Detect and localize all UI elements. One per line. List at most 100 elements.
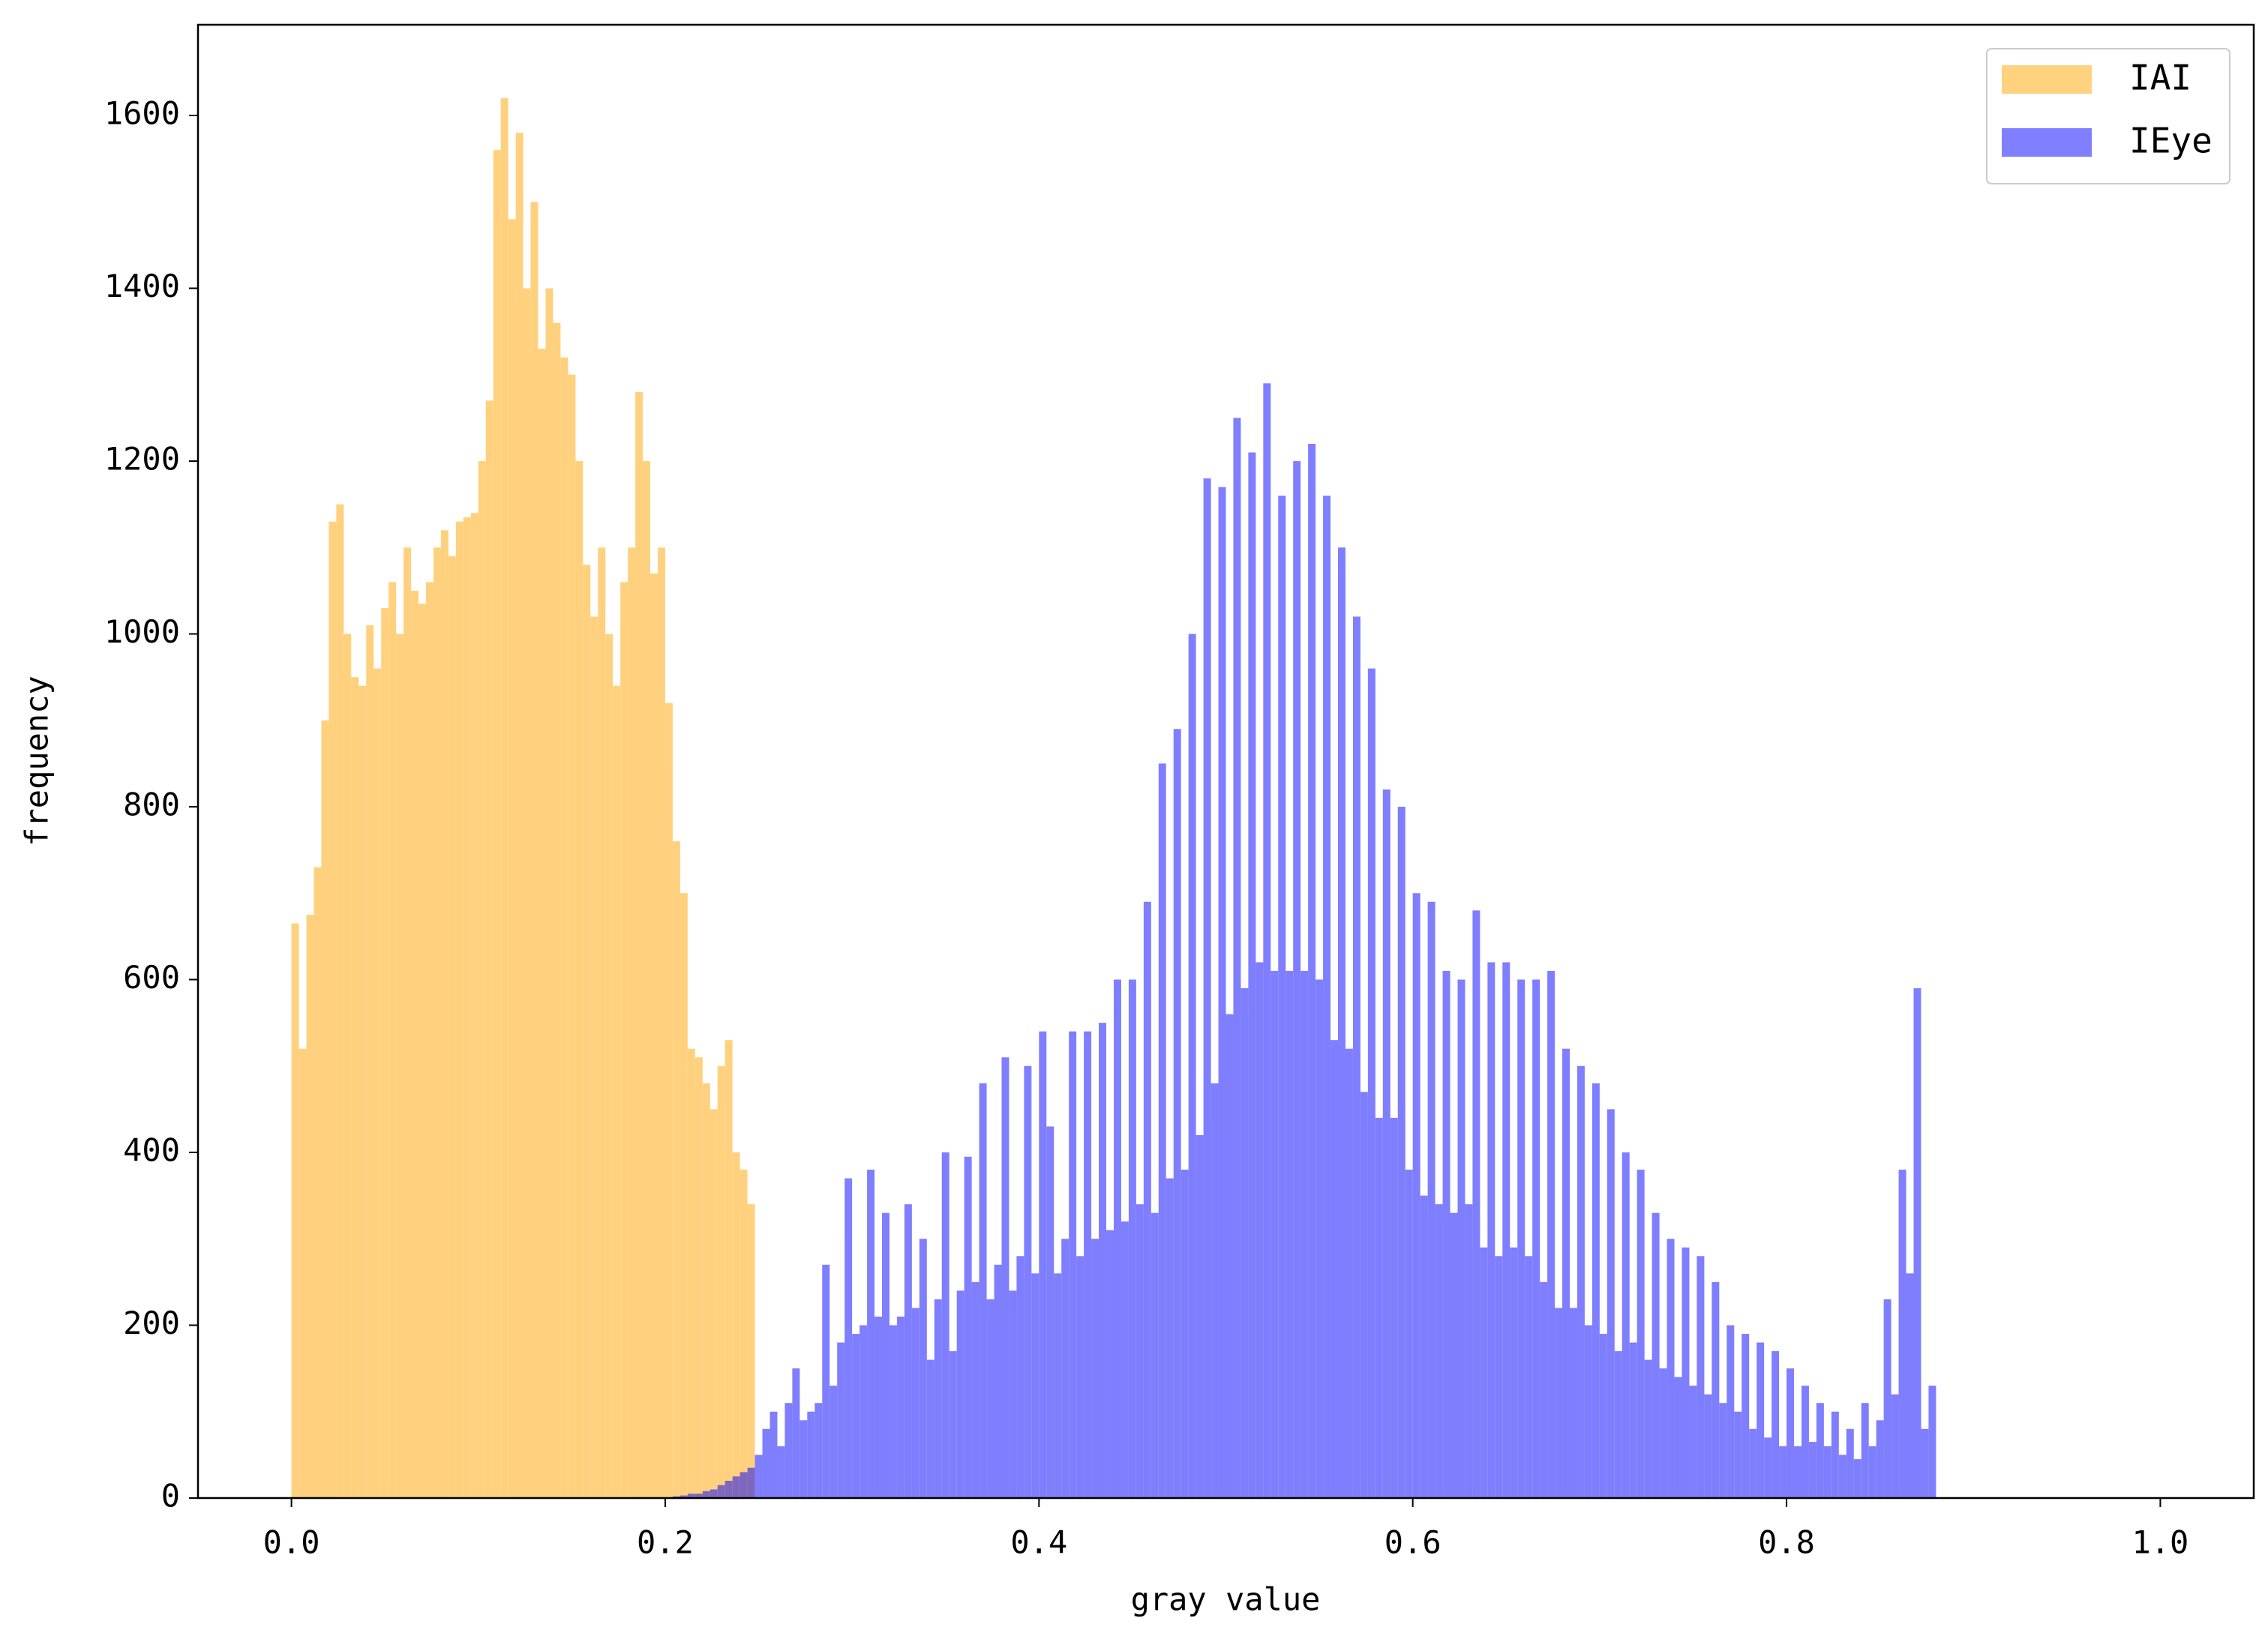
x-axis-label: gray value: [1131, 1581, 1321, 1618]
histogram-bar: [1024, 1065, 1032, 1498]
histogram-bar: [1233, 418, 1241, 1498]
histogram-bar: [1367, 668, 1376, 1498]
histogram-bar: [1891, 1394, 1899, 1498]
histogram-bar: [1786, 1368, 1795, 1498]
histogram-bar: [687, 1048, 695, 1498]
histogram-bar: [440, 530, 448, 1498]
histogram-bar: [1487, 962, 1496, 1498]
histogram-bar: [964, 1156, 972, 1498]
histogram-bar: [1636, 1170, 1645, 1498]
histogram-bar: [926, 1359, 934, 1498]
histogram-bar: [694, 1494, 703, 1498]
histogram-bar: [724, 1480, 733, 1498]
histogram-bar: [1256, 962, 1264, 1498]
histogram-bar: [1838, 1455, 1846, 1498]
y-tick-label: 800: [123, 787, 180, 823]
histogram-bar: [344, 634, 352, 1498]
histogram-bar: [583, 565, 591, 1499]
histogram-bar: [710, 1489, 718, 1498]
histogram-bar: [1465, 1204, 1473, 1498]
histogram-bar: [770, 1411, 778, 1498]
histogram-bar: [732, 1152, 740, 1498]
histogram-bar: [807, 1411, 815, 1498]
x-tick-label: 0.8: [1758, 1524, 1815, 1561]
histogram-bar: [889, 1325, 897, 1498]
histogram-bar: [1316, 979, 1324, 1498]
histogram-bar: [941, 1152, 950, 1498]
histogram-bar: [314, 867, 322, 1498]
histogram-bar: [1420, 1195, 1428, 1498]
histogram-bar: [1001, 1057, 1010, 1498]
histogram-bar: [321, 720, 329, 1498]
histogram-bar: [1330, 1040, 1339, 1498]
histogram-bar: [635, 391, 644, 1499]
histogram-bar: [485, 400, 494, 1499]
histogram-bar: [1547, 970, 1556, 1498]
histogram-bar: [702, 1083, 710, 1498]
histogram-bar: [1345, 1048, 1353, 1498]
histogram-bar: [1883, 1299, 1892, 1498]
histogram-bar: [1569, 1308, 1577, 1498]
y-tick-label: 1600: [104, 95, 180, 132]
histogram-bar: [590, 616, 598, 1498]
histogram-bar: [1726, 1325, 1735, 1498]
histogram-bar: [1861, 1403, 1869, 1498]
histogram-bar: [986, 1299, 994, 1498]
histogram-bar: [979, 1083, 987, 1498]
histogram-bar: [560, 357, 568, 1498]
histogram-bar: [740, 1170, 748, 1498]
histogram-bar: [1666, 1239, 1675, 1498]
histogram-bar: [470, 513, 478, 1498]
histogram-bar: [1173, 729, 1181, 1499]
histogram-bar: [508, 219, 516, 1499]
histogram-bar: [1120, 1221, 1129, 1498]
histogram-bar: [328, 521, 337, 1498]
histogram-bar: [1480, 1247, 1488, 1498]
histogram-bar: [1009, 1290, 1017, 1498]
histogram-bar: [1801, 1386, 1809, 1498]
histogram-bar: [867, 1170, 875, 1498]
histogram-bar: [1696, 1256, 1705, 1498]
histogram-bar: [1450, 1212, 1458, 1498]
x-tick-label: 0.6: [1384, 1524, 1442, 1561]
histogram-bar: [418, 604, 427, 1498]
histogram-bar: [672, 841, 680, 1498]
histogram-bar: [605, 634, 614, 1498]
histogram-bar: [1712, 1281, 1720, 1498]
histogram-bar: [545, 288, 554, 1498]
histogram-bar: [1794, 1446, 1802, 1498]
histogram-bar: [1540, 1281, 1548, 1498]
histogram-bar: [1756, 1342, 1765, 1498]
histogram-bar: [740, 1472, 748, 1498]
histogram-bar: [1674, 1377, 1682, 1498]
histogram-bar: [710, 1109, 718, 1498]
histogram-bar: [1719, 1403, 1727, 1498]
histogram-bar: [1734, 1411, 1742, 1498]
histogram-bar: [1472, 910, 1480, 1498]
histogram-bar: [1704, 1394, 1712, 1498]
x-tick-label: 0.0: [263, 1524, 320, 1561]
histogram-bar: [762, 1428, 770, 1498]
histogram-bar: [971, 1281, 980, 1498]
histogram-bar: [956, 1290, 964, 1498]
histogram-bar: [1427, 901, 1436, 1498]
y-tick-label: 1200: [104, 441, 180, 478]
histogram-bar: [1749, 1428, 1757, 1498]
histogram-bar: [1240, 988, 1249, 1498]
histogram-bar: [1039, 1031, 1047, 1498]
histogram-bar: [1136, 1204, 1144, 1498]
histogram-bar: [1270, 970, 1279, 1498]
histogram-bar: [792, 1368, 800, 1498]
x-tick-label: 0.4: [1010, 1524, 1067, 1561]
histogram-bar: [1106, 1230, 1114, 1498]
histogram-bar: [1150, 1212, 1159, 1498]
histogram-bar: [351, 677, 359, 1498]
histogram-bar: [411, 590, 419, 1498]
histogram-bar: [1576, 1065, 1585, 1498]
histogram-bar: [1390, 1117, 1398, 1498]
histogram-bar: [1517, 979, 1526, 1498]
histogram-bar: [1495, 1256, 1503, 1498]
histogram-bar: [1846, 1428, 1854, 1498]
histogram-bar: [852, 1334, 860, 1498]
